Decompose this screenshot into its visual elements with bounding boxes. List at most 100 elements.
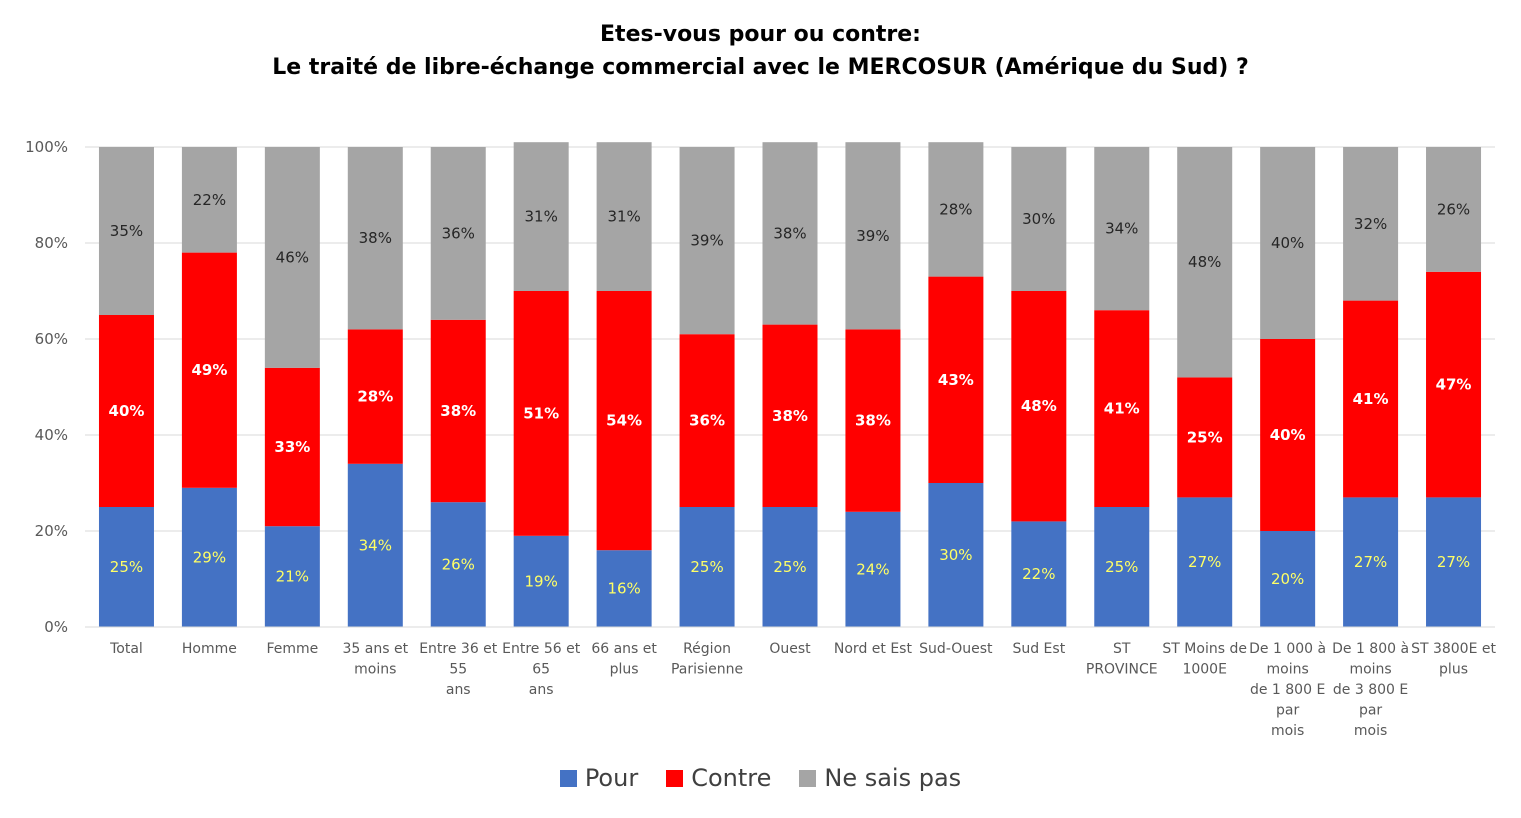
data-label-pour: 27% xyxy=(1354,553,1387,571)
data-label-ne-sais-pas: 38% xyxy=(359,229,392,247)
bar-ne-sais-pas xyxy=(513,142,569,291)
bar-pour xyxy=(928,483,984,627)
bar-pour xyxy=(679,507,735,627)
x-tick-label-line: Femme xyxy=(266,641,318,657)
data-label-pour: 26% xyxy=(442,556,475,574)
y-tick-label: 20% xyxy=(35,522,68,540)
bar-ne-sais-pas xyxy=(596,142,652,291)
data-label-ne-sais-pas: 34% xyxy=(1105,220,1138,238)
bar-ne-sais-pas xyxy=(1343,147,1399,301)
legend-swatch xyxy=(559,769,577,787)
x-tick-label: ST Moins de 1000E xyxy=(1162,641,1247,678)
bar-contre xyxy=(513,291,569,536)
chart-title-line2: Le traité de libre-échange commercial av… xyxy=(272,55,1249,80)
bar-pour xyxy=(762,507,818,627)
bar-contre xyxy=(928,276,984,483)
bar-contre xyxy=(1177,377,1233,498)
y-tick-label: 40% xyxy=(35,426,68,444)
bar-contre xyxy=(1011,291,1067,522)
data-label-contre: 49% xyxy=(191,361,227,379)
chart-legend: Pour Contre Ne sais pas xyxy=(0,764,1521,792)
bar-contre xyxy=(1094,310,1150,507)
x-tick-label: De 1 000 à moins de 1 800 E par mois xyxy=(1249,641,1326,739)
legend-item-contre: Contre xyxy=(666,764,771,792)
x-tick-label: Femme xyxy=(266,641,318,657)
bar-contre xyxy=(1260,339,1316,531)
data-label-contre: 36% xyxy=(689,412,725,430)
x-tick-label-line: ST Moins de xyxy=(1162,641,1247,657)
data-label-pour: 27% xyxy=(1437,553,1470,571)
bar-ne-sais-pas xyxy=(98,147,154,315)
data-label-contre: 33% xyxy=(274,438,310,456)
data-label-ne-sais-pas: 28% xyxy=(939,200,972,218)
x-tick-label-line: ans xyxy=(529,682,554,698)
x-tick-label: Sud Est xyxy=(1012,641,1065,657)
bar-ne-sais-pas xyxy=(1426,147,1482,272)
x-tick-label-line: ST 3800E et xyxy=(1411,641,1496,657)
data-label-ne-sais-pas: 30% xyxy=(1022,210,1055,228)
data-label-contre: 38% xyxy=(440,402,476,420)
data-label-pour: 25% xyxy=(690,558,723,576)
x-tick-label-line: de 1 800 E xyxy=(1250,682,1325,698)
data-label-ne-sais-pas: 26% xyxy=(1437,200,1470,218)
x-tick-label: ST PROVINCE xyxy=(1086,641,1158,678)
legend-item-pour: Pour xyxy=(559,764,638,792)
legend-label: Ne sais pas xyxy=(824,764,962,792)
bar-pour xyxy=(1177,497,1233,627)
bar-pour xyxy=(513,535,569,627)
y-tick-label: 0% xyxy=(44,618,68,636)
data-label-contre: 54% xyxy=(606,412,642,430)
bar-pour xyxy=(181,487,237,627)
bar-contre xyxy=(181,252,237,488)
x-tick-label-line: moins xyxy=(1267,662,1309,678)
bar-pour xyxy=(1343,497,1399,627)
bar-ne-sais-pas xyxy=(762,142,818,325)
bar-contre xyxy=(264,367,320,527)
x-tick-label-line: 1000E xyxy=(1182,662,1226,678)
data-label-ne-sais-pas: 31% xyxy=(525,208,558,226)
x-tick-label: De 1 800 à moins de 3 800 E par mois xyxy=(1332,641,1409,739)
x-tick-label-line: Ouest xyxy=(769,641,811,657)
bar-pour xyxy=(596,550,652,627)
data-label-contre: 28% xyxy=(357,388,393,406)
data-label-ne-sais-pas: 48% xyxy=(1188,253,1221,271)
data-label-pour: 16% xyxy=(607,580,640,598)
x-tick-label-line: Homme xyxy=(182,641,237,657)
x-tick-label-line: De 1 000 à xyxy=(1249,641,1326,657)
data-label-pour: 30% xyxy=(939,546,972,564)
data-label-ne-sais-pas: 39% xyxy=(690,232,723,250)
x-tick-label-line: moins xyxy=(1349,662,1391,678)
data-label-contre: 48% xyxy=(1021,397,1057,415)
bar-contre xyxy=(1426,271,1482,498)
x-tick-label-line: Région xyxy=(683,641,731,657)
data-label-contre: 40% xyxy=(1270,426,1306,444)
x-tick-label: Ouest xyxy=(769,641,811,657)
data-label-pour: 27% xyxy=(1188,553,1221,571)
x-tick-label: 35 ans et moins xyxy=(343,641,409,678)
x-tick-label: Entre 36 et 55 ans xyxy=(419,641,498,698)
data-label-pour: 20% xyxy=(1271,570,1304,588)
x-tick-label-line: Nord et Est xyxy=(834,641,913,657)
data-label-pour: 25% xyxy=(110,558,143,576)
bar-pour xyxy=(430,502,486,627)
x-tick-label-line: PROVINCE xyxy=(1086,662,1158,678)
data-label-pour: 25% xyxy=(1105,558,1138,576)
legend-label: Contre xyxy=(691,764,772,792)
bar-pour xyxy=(845,511,901,627)
bar-contre xyxy=(679,334,735,507)
data-label-contre: 43% xyxy=(938,371,974,389)
bar-pour xyxy=(1094,507,1150,627)
x-tick-label-line: mois xyxy=(1354,723,1387,739)
bar-pour xyxy=(1011,521,1067,627)
x-tick-label-line: ST xyxy=(1113,641,1131,657)
x-tick-label-line: Sud Est xyxy=(1012,641,1065,657)
x-tick-label-line: Sud-Ouest xyxy=(919,641,993,657)
bar-contre xyxy=(845,329,901,512)
bar-contre xyxy=(98,315,154,507)
y-tick-label: 60% xyxy=(35,330,68,348)
x-tick-label: 66 ans et plus xyxy=(591,641,657,678)
data-label-contre: 38% xyxy=(772,407,808,425)
y-tick-label: 80% xyxy=(35,234,68,252)
x-tick-label-line: par xyxy=(1276,703,1299,719)
bar-ne-sais-pas xyxy=(1260,147,1316,339)
